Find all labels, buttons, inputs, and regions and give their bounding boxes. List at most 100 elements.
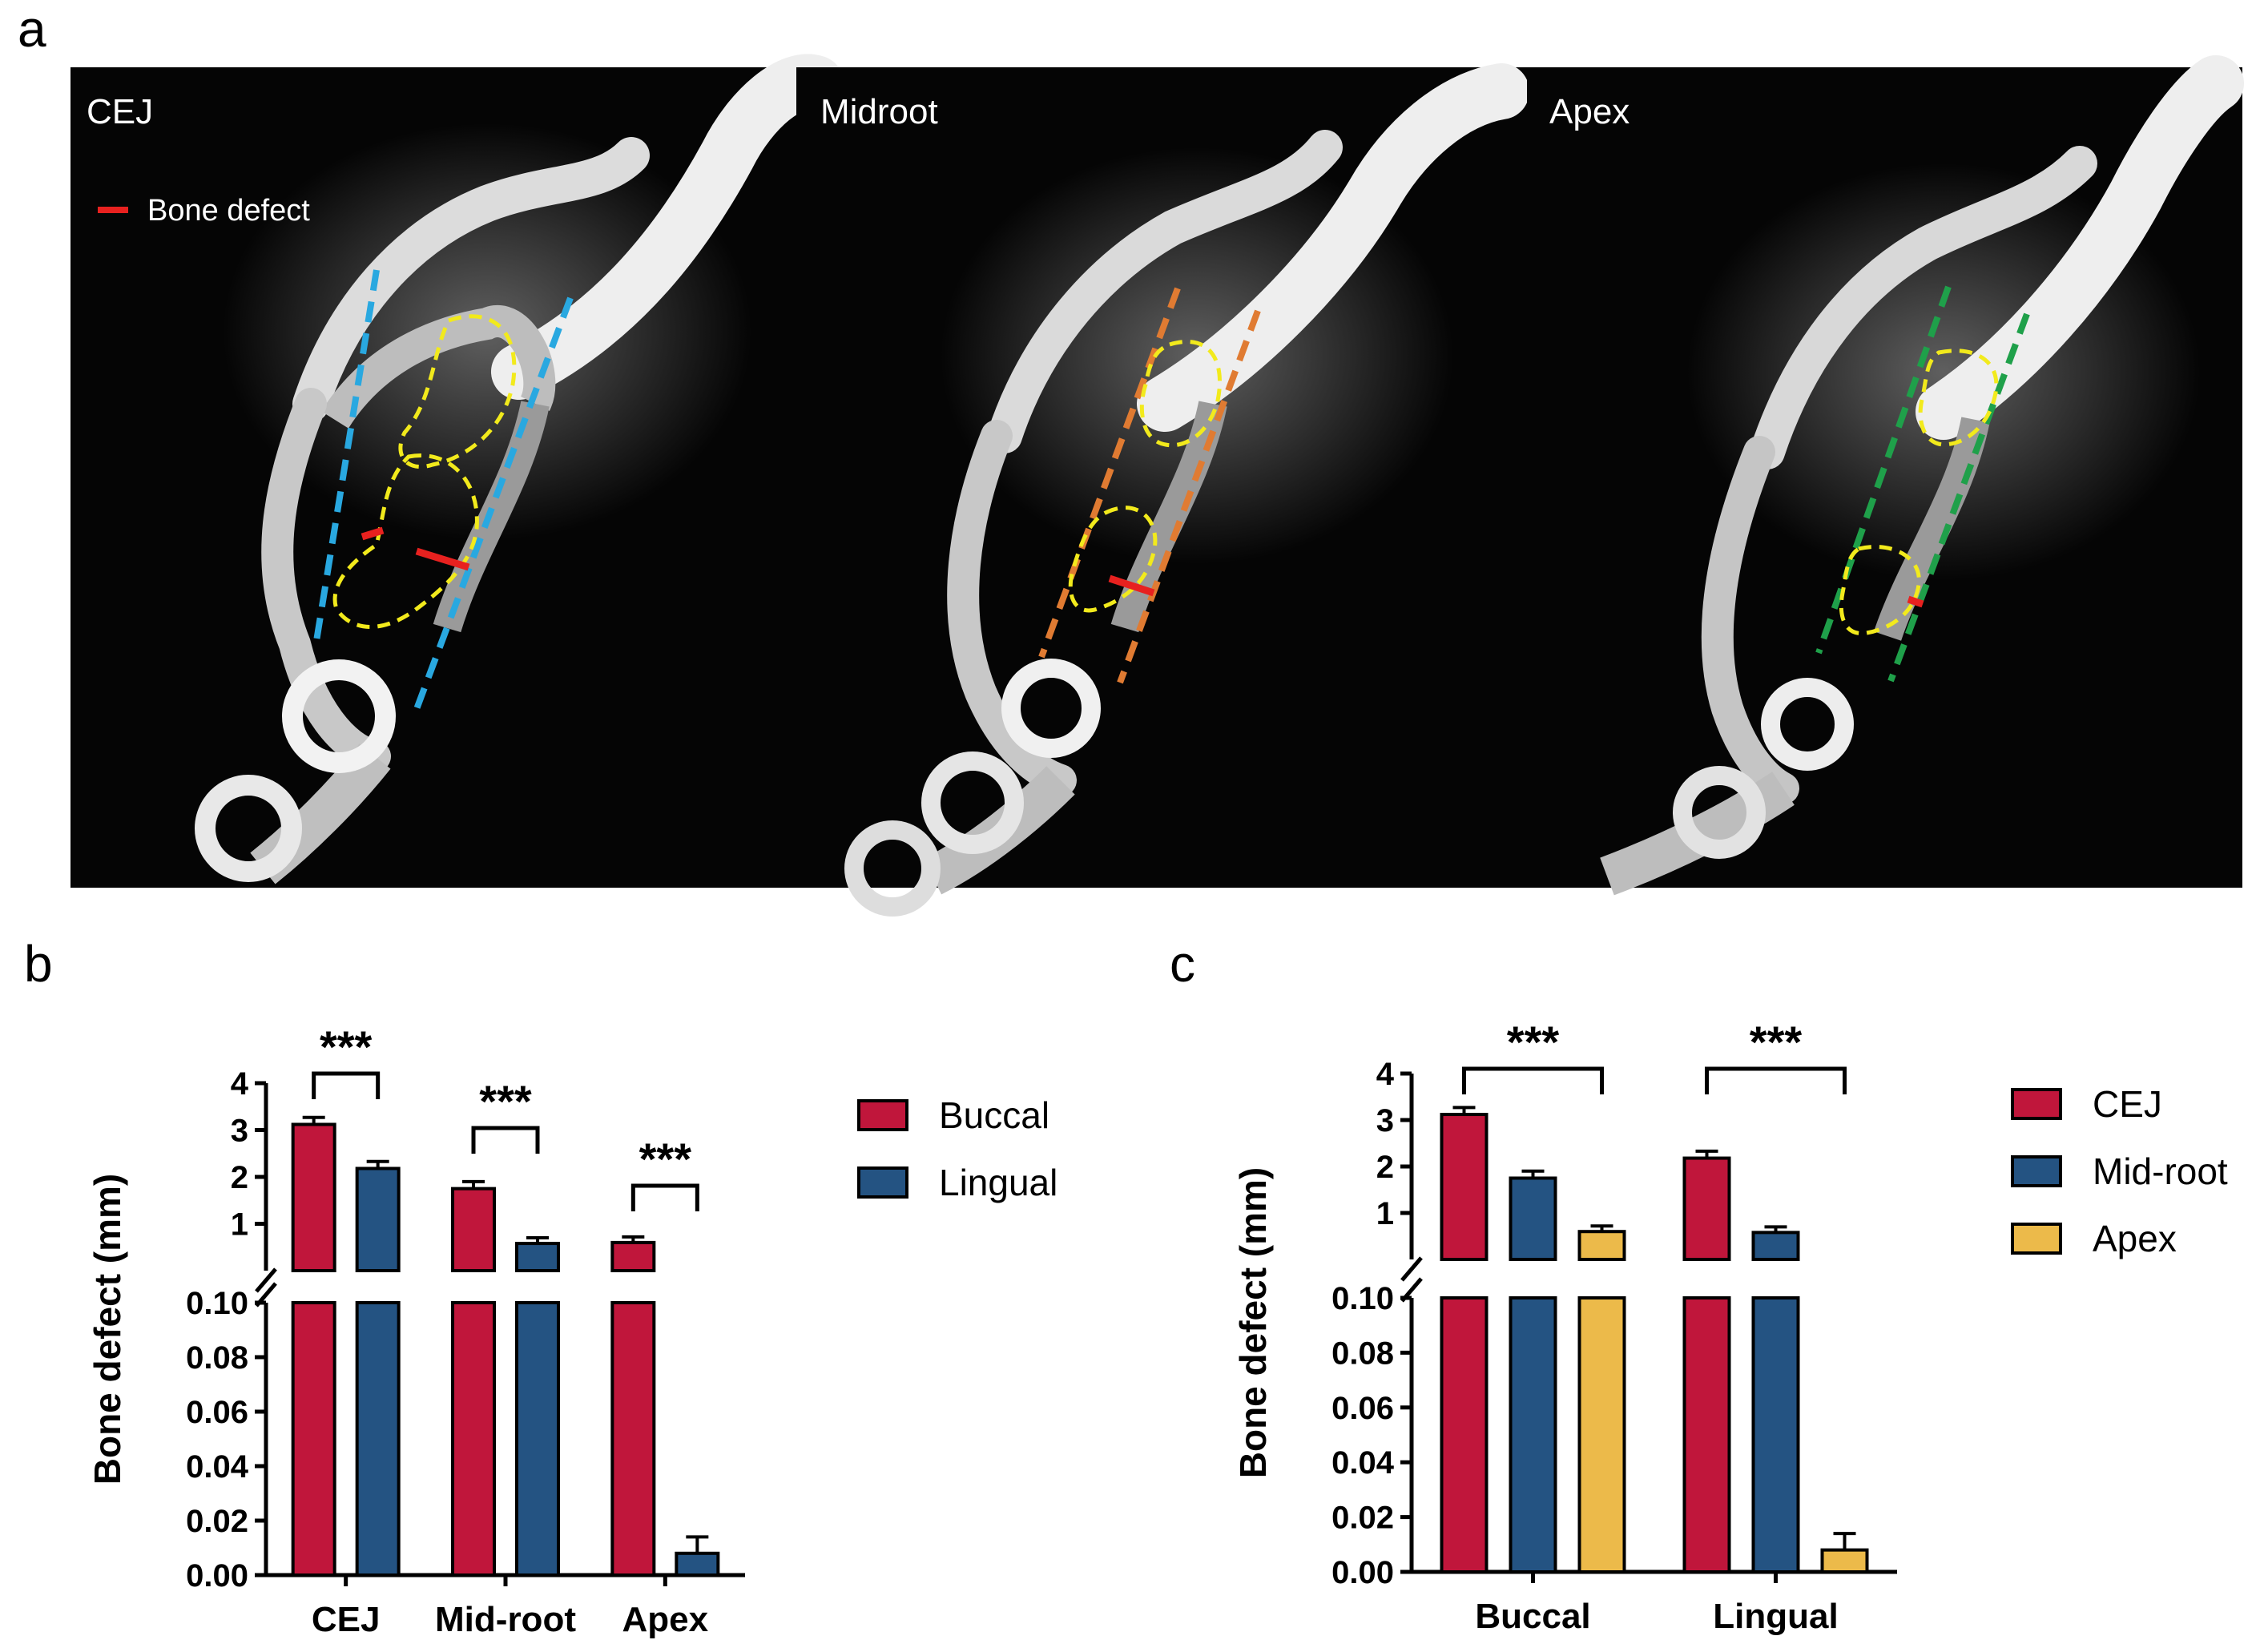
- significance-label: ***: [320, 1021, 373, 1072]
- root-outline-lower: [1068, 506, 1158, 613]
- y-tick-label: 2: [1376, 1150, 1394, 1185]
- legend-swatch: [2011, 1155, 2062, 1187]
- x-tick-label: CEJ: [312, 1600, 381, 1639]
- bone-defect-mark-lingual: [1108, 574, 1155, 597]
- ct-image-cej: CEJ Bone defect: [70, 54, 844, 888]
- bar: [291, 1122, 336, 1272]
- y-tick-label: 0.00: [186, 1558, 248, 1594]
- significance-label: ***: [639, 1134, 692, 1184]
- y-tick-label: 3: [1376, 1103, 1394, 1138]
- root-outline-upper: [398, 314, 517, 469]
- y-tick-label: 0.04: [186, 1449, 249, 1485]
- legend-swatch: [857, 1166, 908, 1199]
- y-axis-label: Bone defect (mm): [87, 1174, 128, 1485]
- legend-swatch: [857, 1099, 908, 1131]
- root-outline-lower: [1839, 544, 1921, 635]
- chart-panel-b: 1 2 3 4 0.00 0.02 0.04 0.06 0.08 0.10 Bone defect …: [87, 1021, 1057, 1639]
- legend-swatch: [2011, 1223, 2062, 1255]
- ct-bone-structure: [195, 54, 844, 884]
- significance-bracket: [471, 1126, 540, 1154]
- tooth-axis-line-buccal: [1038, 287, 1181, 659]
- bar: [610, 1240, 656, 1273]
- panel-a-letter: a: [18, 0, 46, 58]
- y-tick-label: 1: [1376, 1196, 1394, 1231]
- ct-image-midroot: Midroot: [796, 63, 1529, 917]
- bar-lower-segment: [355, 1301, 401, 1577]
- bar: [1440, 1113, 1489, 1262]
- bar-lower-segment: [1682, 1296, 1731, 1573]
- significance-bracket: [630, 1183, 699, 1211]
- bar-lower-segment: [451, 1301, 496, 1577]
- y-tick-label: 0.04: [1331, 1445, 1395, 1481]
- tooth-axis-line-lingual: [1887, 312, 2030, 683]
- legend-label: Lingual: [939, 1162, 1057, 1203]
- legend-label: Buccal: [939, 1094, 1049, 1136]
- bone-defect-mark-lingual: [415, 547, 470, 571]
- significance-bracket: [312, 1071, 381, 1099]
- bone-defect-mark-buccal: [361, 526, 385, 541]
- y-tick-label: 0.06: [186, 1395, 248, 1430]
- root-outline-upper: [1139, 340, 1222, 448]
- x-tick-label: Mid-root: [435, 1600, 576, 1639]
- significance-label: ***: [1750, 1017, 1803, 1067]
- significance-label: ***: [1507, 1017, 1560, 1067]
- y-tick-label: 0.10: [1331, 1281, 1394, 1316]
- chart-panel-c: 1 2 3 4 0.00 0.02 0.04 0.06 0.08 0.10 Bone defect …: [1232, 1017, 2228, 1636]
- y-axis-label: Bone defect (mm): [1232, 1167, 1274, 1478]
- y-tick-label: 1: [231, 1207, 248, 1243]
- tooth-axis-line-lingual: [413, 296, 574, 711]
- bar: [1509, 1176, 1557, 1261]
- bar-lower-segment: [610, 1301, 656, 1577]
- bar: [1751, 1231, 1800, 1261]
- bar: [515, 1242, 560, 1272]
- y-tick-label: 0.08: [186, 1340, 248, 1376]
- significance-bracket: [1705, 1066, 1847, 1094]
- bar: [675, 1551, 720, 1577]
- y-tick-label: 4: [1376, 1057, 1395, 1092]
- bone-defect-mark-lingual: [1907, 595, 1924, 608]
- y-tick-label: 0.02: [186, 1504, 248, 1539]
- bar-lower-segment: [1440, 1296, 1489, 1573]
- axis-break-mark: [255, 1267, 277, 1293]
- image-label-cej: CEJ: [87, 92, 153, 131]
- bar-lower-segment: [1509, 1296, 1557, 1573]
- x-tick-label: Buccal: [1475, 1597, 1590, 1636]
- significance-label: ***: [479, 1076, 532, 1126]
- ct-image-apex: Apex: [1527, 55, 2244, 896]
- y-tick-label: 0.00: [1331, 1555, 1394, 1590]
- bar-lower-segment: [1751, 1296, 1800, 1573]
- ct-bone-structure: [1600, 55, 2244, 896]
- y-tick-label: 0.02: [1331, 1501, 1394, 1536]
- tooth-axis-line-lingual: [1117, 309, 1261, 684]
- tooth-axis-line-buccal: [1815, 285, 1952, 655]
- bar: [451, 1187, 496, 1272]
- root-outline-upper: [1918, 349, 1999, 447]
- legend-label: CEJ: [2093, 1083, 2162, 1125]
- y-tick-label: 4: [231, 1066, 249, 1102]
- x-tick-label: Apex: [622, 1600, 709, 1639]
- bar-lower-segment: [515, 1301, 560, 1577]
- y-tick-label: 0.10: [186, 1286, 248, 1321]
- y-tick-label: 0.08: [1331, 1336, 1394, 1371]
- legend-label: Apex: [2093, 1218, 2177, 1259]
- legend-swatch: [2011, 1088, 2062, 1120]
- bar: [355, 1166, 401, 1272]
- bar: [1577, 1230, 1626, 1261]
- panel-c-letter: c: [1170, 935, 1195, 993]
- y-tick-label: 3: [231, 1114, 248, 1149]
- bar: [1682, 1156, 1731, 1262]
- axis-break-mark: [1400, 1256, 1423, 1282]
- image-label-apex: Apex: [1549, 92, 1630, 131]
- panel-b-letter: b: [24, 935, 53, 993]
- ct-bone-structure: [844, 63, 1529, 917]
- legend-label: Mid-root: [2093, 1150, 2228, 1192]
- bar-lower-segment: [291, 1301, 336, 1577]
- x-tick-label: Lingual: [1713, 1597, 1838, 1636]
- y-tick-label: 0.06: [1331, 1391, 1394, 1426]
- y-tick-label: 2: [231, 1160, 248, 1195]
- image-label-midroot: Midroot: [820, 92, 938, 131]
- panel-a: a CEJ Bone defect: [18, 0, 2244, 917]
- bar: [1820, 1548, 1869, 1574]
